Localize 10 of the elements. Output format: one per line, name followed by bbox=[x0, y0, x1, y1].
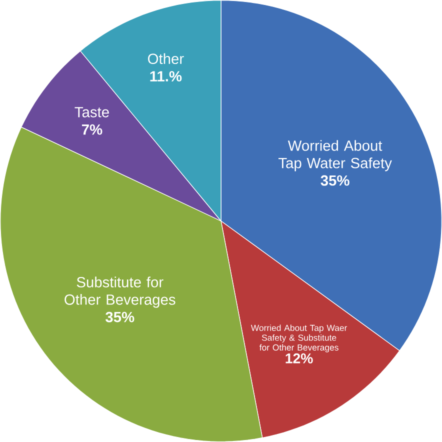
slice-label: Worried About Tap Water Safety bbox=[278, 140, 392, 172]
slice-label: Substitute for Other Beverages bbox=[64, 276, 176, 308]
slice-label: Taste bbox=[74, 107, 109, 118]
data-label: 35% bbox=[106, 312, 134, 322]
data-label: 35% bbox=[320, 175, 350, 186]
data-label: 7% bbox=[82, 124, 102, 135]
slice-label: Worried About Tap Waer Safety & Substitute for Other Beverages bbox=[250, 324, 348, 352]
data-label: 12% bbox=[286, 353, 313, 364]
data-label: 11.% bbox=[150, 71, 182, 82]
slice-label: Other bbox=[148, 53, 184, 64]
